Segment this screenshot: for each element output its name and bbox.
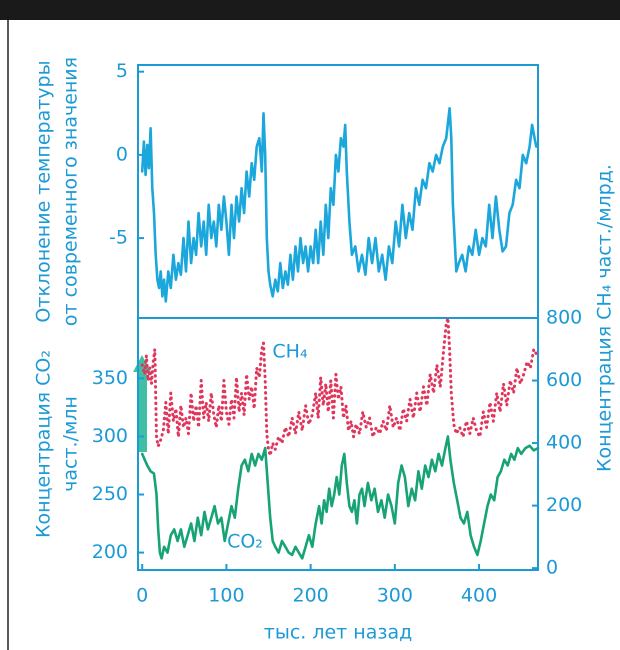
y-tick-label: -5 xyxy=(109,227,128,249)
data-line xyxy=(140,107,538,303)
data-line xyxy=(140,316,539,458)
annotation: CO₂ xyxy=(227,531,263,553)
annotation: CH₄ xyxy=(272,341,308,363)
x-tick-label: 100 xyxy=(208,585,244,607)
y-tick-label: 300 xyxy=(92,425,128,447)
y-tick-label: 0 xyxy=(116,143,128,165)
x-tick-label: 300 xyxy=(377,585,413,607)
y2-axis-label: Концентрация CH₄ част./млрд. xyxy=(594,164,616,472)
y2-tick-label: 400 xyxy=(546,432,582,454)
x-tick-label: 200 xyxy=(292,585,328,607)
x-tick-label: 400 xyxy=(461,585,497,607)
y2-tick-label: 800 xyxy=(546,307,582,329)
y-axis-label: Концентрация CO₂ xyxy=(33,350,55,538)
y-tick-label: 200 xyxy=(92,541,128,563)
y2-tick-label: 0 xyxy=(546,557,558,579)
y2-tick-label: 600 xyxy=(546,369,582,391)
y-axis-label: от современного значения xyxy=(60,57,82,326)
y-axis-label: част./млн xyxy=(60,396,82,492)
data-line xyxy=(140,435,540,560)
y-axis-label: Отклонение температуры xyxy=(33,60,55,322)
header-bar xyxy=(0,0,620,20)
y-tick-label: 350 xyxy=(92,367,128,389)
y-tick-label: 5 xyxy=(116,60,128,82)
y-tick-label: 250 xyxy=(92,483,128,505)
x-tick-label: 0 xyxy=(136,585,148,607)
y2-tick-label: 200 xyxy=(546,494,582,516)
plot-frame xyxy=(137,317,539,571)
plot-frame xyxy=(137,64,539,319)
x-axis-label: тыс. лет назад xyxy=(264,622,412,644)
